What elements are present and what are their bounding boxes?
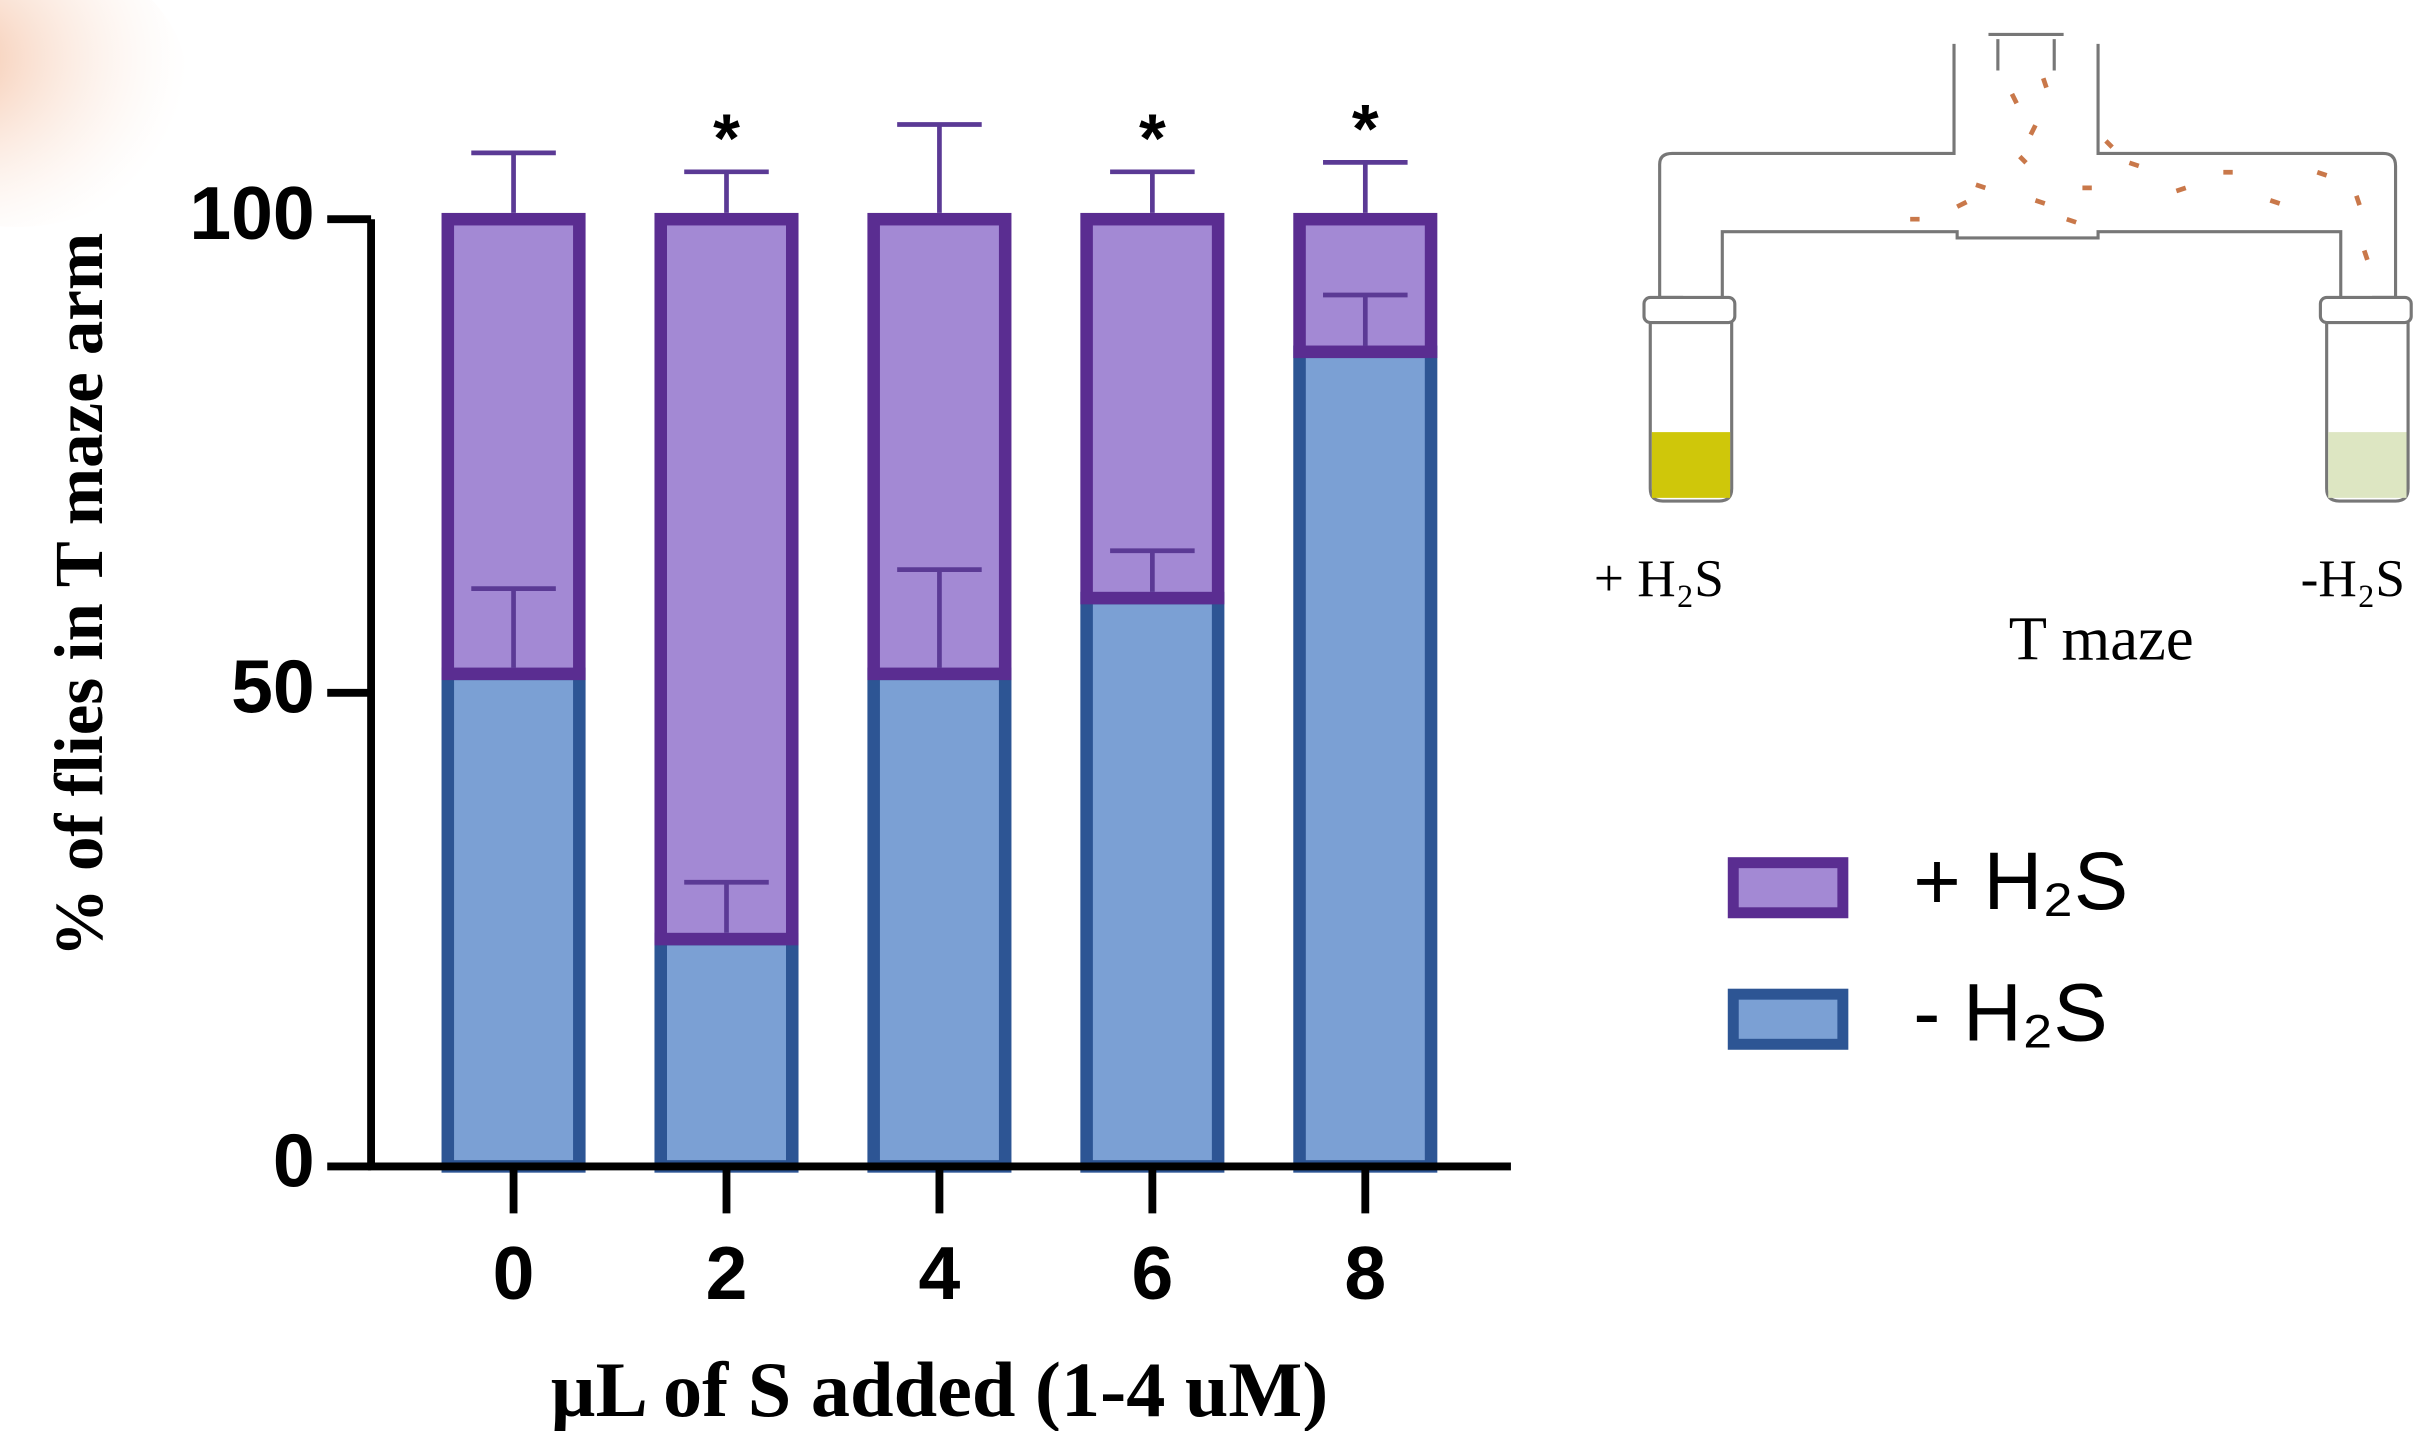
x-axis-label: µL of S added (1-4 uM) (551, 1346, 1329, 1431)
figure: % of flies in T maze arm µL of S added (… (0, 0, 2430, 1431)
bar-segment (661, 219, 793, 939)
y-tick-label: 100 (189, 171, 314, 255)
bar-segment (1300, 352, 1432, 1167)
maze-top (1988, 34, 2063, 70)
vial-fluid (1652, 432, 1730, 498)
legend-swatch (1733, 863, 1843, 913)
bar-segment (1087, 219, 1219, 598)
decoration (0, 0, 188, 227)
bar-segment (1087, 598, 1219, 1166)
significance-marker: * (1352, 90, 1379, 167)
x-tick-label: 2 (706, 1231, 748, 1315)
x-tick-label: 4 (919, 1231, 961, 1315)
bar-segment (661, 939, 793, 1166)
vial-cap (1644, 297, 1735, 322)
error-bar (1323, 162, 1408, 213)
vial-fluid (2328, 432, 2406, 498)
significance-marker: * (713, 100, 740, 177)
x-tick-label: 0 (493, 1231, 535, 1315)
y-axis-label: % of flies in T maze arm (41, 233, 117, 957)
error-bar (471, 153, 556, 213)
error-bar (897, 124, 982, 212)
legend-swatch (1733, 994, 1843, 1044)
legend-label: + H₂S (1913, 836, 2128, 927)
error-bar (684, 172, 769, 213)
significance-marker: * (1139, 100, 1166, 177)
diagram-label: -H₂S (2301, 549, 2405, 608)
legend-label: - H₂S (1913, 968, 2107, 1059)
maze-tube (1660, 44, 2396, 298)
diagram-title: T maze (2009, 603, 2194, 673)
y-tick-label: 50 (231, 645, 315, 729)
t-maze-diagram (1644, 34, 2411, 501)
x-tick-label: 6 (1131, 1231, 1173, 1315)
y-tick-label: 0 (273, 1118, 315, 1202)
vial-cap (2320, 297, 2411, 322)
error-bar (1110, 172, 1195, 213)
bar-segment (874, 674, 1006, 1167)
x-tick-label: 8 (1344, 1231, 1386, 1315)
diagram-label: + H₂S (1594, 549, 1724, 608)
bar-segment (448, 674, 580, 1167)
